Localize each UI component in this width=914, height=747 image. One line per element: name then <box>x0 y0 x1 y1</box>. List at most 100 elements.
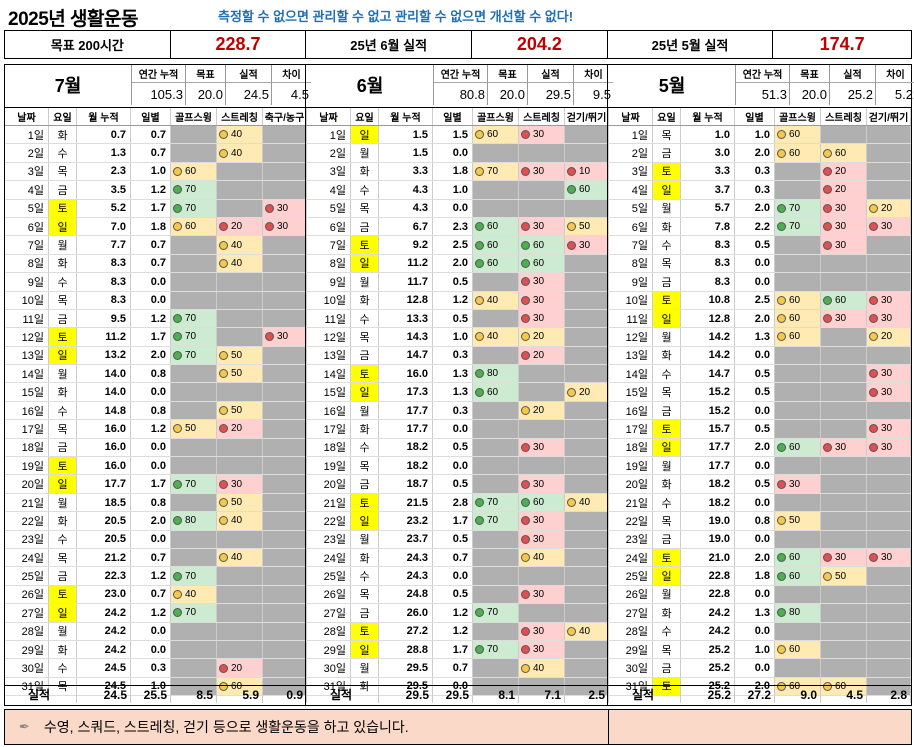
activity-cell: 80 <box>473 365 519 383</box>
activity-minutes: 30 <box>231 478 243 490</box>
month-header-annual: 연간 누적 51.3 <box>735 65 789 105</box>
day-cumulative: 14.7 <box>379 346 433 365</box>
table-row: 11일 금 9.5 1.2 70 <box>5 309 307 329</box>
activity-cell: 50 <box>171 420 217 438</box>
activity-minutes: 40 <box>579 625 591 637</box>
day-weekday: 토 <box>653 548 681 567</box>
table-row: 4일 일 3.7 0.3 20 <box>609 181 911 200</box>
day-weekday: 수 <box>351 309 379 328</box>
day-date: 12일 <box>307 328 351 346</box>
header-value-diff: 5.2 <box>894 86 913 102</box>
table-row: 6일 금 6.7 2.3 60 30 50 <box>307 217 609 237</box>
activity-cell <box>217 585 263 604</box>
day-date: 2일 <box>5 144 49 162</box>
day-date: 20일 <box>5 475 49 493</box>
activity-cell <box>821 475 867 493</box>
activity-cell: 50 <box>217 493 263 512</box>
total-stretch: 4.5 <box>821 686 867 703</box>
total-golf: 9.0 <box>775 686 821 703</box>
activity-minutes: 30 <box>533 533 545 545</box>
table-row: 13일 일 13.2 2.0 70 50 <box>5 346 307 366</box>
activity-cell <box>519 420 565 438</box>
activity-cell: 60 <box>473 236 519 254</box>
day-date: 1일 <box>609 126 653 144</box>
day-date: 31일 <box>609 677 653 696</box>
day-weekday: 목 <box>653 126 681 144</box>
table-row: 10일 목 8.3 0.0 <box>5 291 307 310</box>
day-date: 21일 <box>609 493 653 512</box>
activity-cell: 40 <box>217 512 263 530</box>
status-dot-icon <box>823 148 832 158</box>
activity-minutes: 50 <box>185 423 197 435</box>
activity-cell: 60 <box>473 217 519 236</box>
day-daily: 0.0 <box>433 420 473 438</box>
day-weekday: 목 <box>49 291 77 309</box>
day-cumulative: 23.7 <box>379 530 433 548</box>
status-dot-icon <box>823 571 832 581</box>
day-daily: 1.7 <box>131 475 171 493</box>
activity-minutes: 40 <box>487 331 499 343</box>
total-cum: 24.5 <box>77 686 131 703</box>
day-date: 7일 <box>5 236 49 254</box>
day-daily: 1.0 <box>433 328 473 346</box>
day-cumulative: 24.2 <box>681 604 735 622</box>
day-date: 15일 <box>5 383 49 401</box>
status-dot-icon <box>173 203 182 213</box>
day-cumulative: 7.8 <box>681 217 735 236</box>
day-daily: 0.5 <box>433 585 473 604</box>
day-date: 5일 <box>5 199 49 217</box>
table-row: 3일 화 3.3 1.8 70 30 10 <box>307 162 609 182</box>
activity-cell <box>821 383 867 401</box>
activity-cell <box>263 126 307 144</box>
status-dot-icon <box>475 608 484 618</box>
table-row: 27일 일 24.2 1.2 70 <box>5 604 307 623</box>
activity-cell: 30 <box>263 217 307 236</box>
status-dot-icon <box>219 369 228 379</box>
table-row: 1일 일 1.5 1.5 60 30 <box>307 126 609 145</box>
day-weekday: 금 <box>351 346 379 365</box>
day-date: 11일 <box>5 309 49 328</box>
activity-cell <box>217 383 263 401</box>
activity-cell <box>565 567 609 585</box>
activity-cell <box>821 604 867 622</box>
activity-cell <box>519 383 565 401</box>
activity-minutes: 60 <box>789 570 801 582</box>
totals-row: 실적 25.2 27.2 9.0 4.5 2.8 <box>609 685 911 703</box>
activity-minutes: 30 <box>835 239 847 251</box>
day-weekday: 화 <box>653 217 681 236</box>
table-row: 27일 화 24.2 1.3 80 <box>609 604 911 623</box>
table-row: 8일 일 11.2 2.0 60 60 <box>307 254 609 274</box>
status-dot-icon <box>777 571 786 581</box>
slogan: 측정할 수 없으면 관리할 수 없고 관리할 수 없으면 개선할 수 없다! <box>218 9 574 24</box>
month-title: 6월 <box>356 76 384 96</box>
status-dot-icon <box>475 295 484 305</box>
activity-cell <box>565 144 609 162</box>
activity-minutes: 30 <box>789 478 801 490</box>
table-row: 26일 토 23.0 0.7 40 <box>5 585 307 605</box>
activity-cell: 20 <box>217 420 263 438</box>
day-weekday: 월 <box>351 401 379 420</box>
activity-minutes: 60 <box>789 644 801 656</box>
day-daily: 0.0 <box>735 401 775 420</box>
status-dot-icon <box>219 681 228 691</box>
activity-minutes: 60 <box>789 313 801 325</box>
day-weekday: 일 <box>49 346 77 365</box>
day-daily: 2.8 <box>433 493 473 512</box>
day-rows: 1일 목 1.0 1.0 60 2일 금 3.0 2.0 60 60 3일 토 3.3 0.3 20 4일 일 3.… <box>609 126 911 697</box>
activity-cell: 50 <box>217 401 263 420</box>
status-dot-icon <box>521 130 530 140</box>
activity-cell <box>217 162 263 181</box>
status-dot-icon <box>567 626 576 636</box>
day-date: 6일 <box>609 217 653 236</box>
table-row: 31일 토 25.2 2.0 60 60 <box>609 677 911 697</box>
day-weekday: 화 <box>49 383 77 401</box>
header-value-diff: 4.5 <box>290 86 309 102</box>
table-row: 22일 일 23.2 1.7 70 30 <box>307 512 609 531</box>
status-dot-icon <box>219 130 228 140</box>
activity-cell: 20 <box>821 162 867 181</box>
day-cumulative: 29.5 <box>379 659 433 677</box>
activity-cell: 30 <box>821 309 867 328</box>
activity-cell <box>821 254 867 273</box>
day-cumulative: 14.7 <box>681 365 735 383</box>
activity-cell <box>171 126 217 144</box>
